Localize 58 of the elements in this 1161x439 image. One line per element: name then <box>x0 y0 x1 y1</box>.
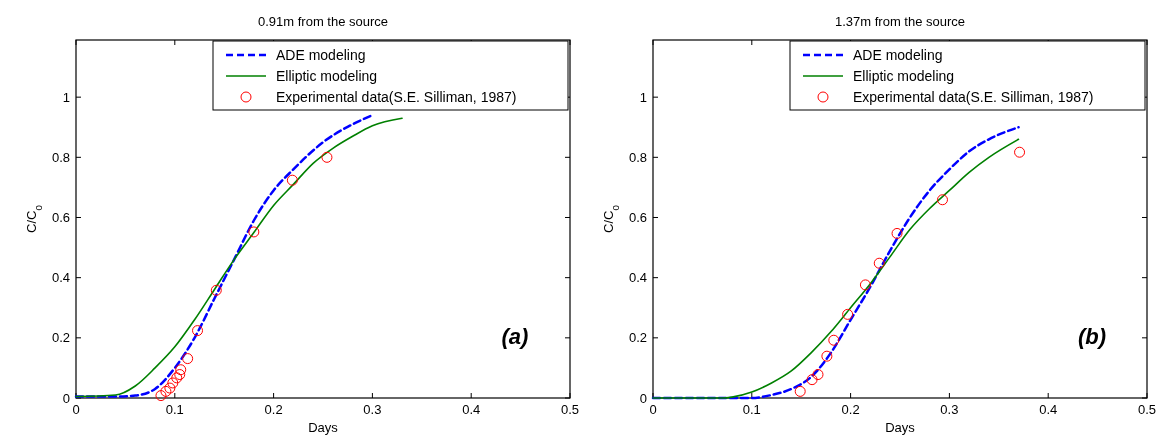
y-tick-label: 0 <box>639 390 647 406</box>
point <box>794 385 806 397</box>
x-axis-title: Days <box>885 420 916 435</box>
point <box>160 385 172 397</box>
x-tick-label: 0.5 <box>560 402 580 417</box>
y-tick-label: 1 <box>62 89 70 105</box>
x-tick-label: 0 <box>649 402 657 417</box>
x-tick-label: 0 <box>72 402 80 417</box>
y-tick-label: 0.2 <box>51 330 70 346</box>
x-tick-label: 0.3 <box>940 402 959 417</box>
y-tick-label: 0.4 <box>51 270 70 286</box>
point <box>812 369 824 381</box>
annotation: (b) <box>1077 323 1107 349</box>
point <box>192 325 204 337</box>
point <box>842 308 854 320</box>
y-tick-label: 0.6 <box>628 210 647 225</box>
point <box>155 390 167 402</box>
x-tick-label: 0.2 <box>841 402 860 417</box>
point <box>321 151 333 163</box>
point <box>806 374 818 386</box>
y-tick-label: 0.2 <box>628 330 647 346</box>
legend-label: Experimental data(S.E. Silliman, 1987) <box>853 89 1094 105</box>
y-tick-label: 0.6 <box>51 210 70 225</box>
point <box>286 174 298 186</box>
point <box>1014 146 1026 158</box>
legend-label: Experimental data(S.E. Silliman, 1987) <box>276 89 517 105</box>
x-tick-label: 0.2 <box>264 402 283 417</box>
x-tick-label: 0.4 <box>1039 402 1058 417</box>
annotation: (a) <box>501 323 529 349</box>
point <box>248 226 260 238</box>
point <box>167 377 179 389</box>
x-tick-label: 0.4 <box>462 402 481 417</box>
point <box>873 257 885 269</box>
point <box>164 382 176 394</box>
point <box>175 364 187 376</box>
point <box>210 284 222 296</box>
x-tick-label: 0.5 <box>1137 402 1157 417</box>
point <box>182 353 194 365</box>
x-axis-title: Days <box>308 420 339 435</box>
legend-label: Elliptic modeling <box>853 68 955 84</box>
chart-title: 1.37m from the source <box>834 14 966 29</box>
y-tick-label: 0.8 <box>51 149 70 165</box>
point <box>821 350 833 362</box>
y-tick-label: 0.4 <box>628 270 647 286</box>
x-tick-label: 0.1 <box>165 402 184 417</box>
point <box>891 227 903 239</box>
point <box>859 279 871 291</box>
point <box>936 194 948 206</box>
x-tick-label: 0.3 <box>363 402 382 417</box>
legend-label: ADE modeling <box>853 47 943 63</box>
y-tick-label: 0.8 <box>628 149 647 165</box>
point <box>828 334 840 346</box>
x-tick-label: 0.1 <box>742 402 761 417</box>
y-tick-label: 1 <box>639 89 647 105</box>
legend-label: ADE modeling <box>276 47 366 63</box>
y-tick-label: 0 <box>62 390 70 406</box>
legend-label: Elliptic modeling <box>276 68 378 84</box>
chart-title: 0.91m from the source <box>257 14 389 29</box>
